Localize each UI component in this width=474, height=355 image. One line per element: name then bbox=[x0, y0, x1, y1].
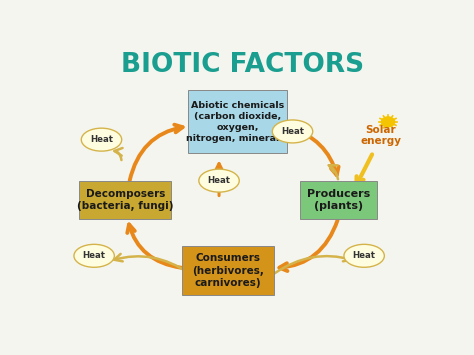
FancyBboxPatch shape bbox=[80, 181, 171, 219]
Text: Producers
(plants): Producers (plants) bbox=[307, 189, 370, 211]
Ellipse shape bbox=[82, 128, 122, 151]
Text: Heat: Heat bbox=[353, 251, 376, 260]
Circle shape bbox=[382, 117, 395, 127]
Text: Decomposers
(bacteria, fungi): Decomposers (bacteria, fungi) bbox=[77, 189, 173, 211]
Ellipse shape bbox=[199, 169, 239, 192]
Text: Consumers
(herbivores,
carnivores): Consumers (herbivores, carnivores) bbox=[192, 253, 264, 288]
Text: Heat: Heat bbox=[208, 176, 230, 185]
FancyBboxPatch shape bbox=[182, 246, 274, 295]
Ellipse shape bbox=[74, 244, 114, 267]
FancyBboxPatch shape bbox=[300, 181, 377, 219]
Text: Solar
energy: Solar energy bbox=[360, 125, 401, 146]
Text: Abiotic chemicals
(carbon dioxide,
oxygen,
nitrogen, minerals): Abiotic chemicals (carbon dioxide, oxyge… bbox=[186, 101, 289, 143]
Ellipse shape bbox=[272, 120, 313, 143]
FancyBboxPatch shape bbox=[188, 91, 287, 153]
Text: Heat: Heat bbox=[90, 135, 113, 144]
Text: Heat: Heat bbox=[281, 127, 304, 136]
Ellipse shape bbox=[344, 244, 384, 267]
Text: Heat: Heat bbox=[82, 251, 106, 260]
Text: BIOTIC FACTORS: BIOTIC FACTORS bbox=[121, 52, 365, 78]
